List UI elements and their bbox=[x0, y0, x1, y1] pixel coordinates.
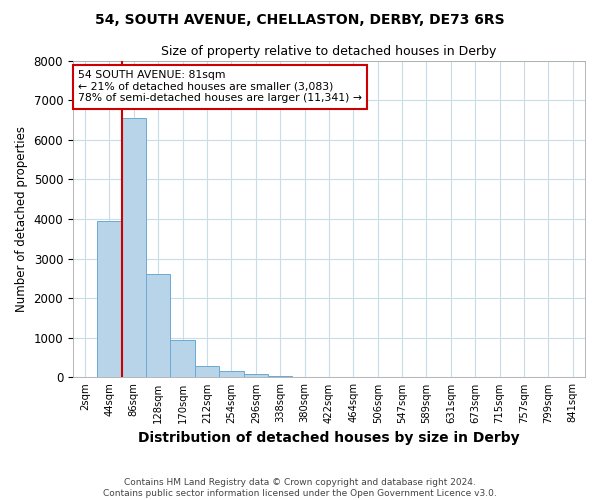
Text: 54 SOUTH AVENUE: 81sqm
← 21% of detached houses are smaller (3,083)
78% of semi-: 54 SOUTH AVENUE: 81sqm ← 21% of detached… bbox=[78, 70, 362, 103]
Bar bbox=[219, 372, 244, 378]
Bar bbox=[97, 221, 122, 378]
Text: 54, SOUTH AVENUE, CHELLASTON, DERBY, DE73 6RS: 54, SOUTH AVENUE, CHELLASTON, DERBY, DE7… bbox=[95, 12, 505, 26]
Bar bbox=[268, 376, 292, 378]
Bar bbox=[170, 340, 195, 378]
Y-axis label: Number of detached properties: Number of detached properties bbox=[15, 126, 28, 312]
X-axis label: Distribution of detached houses by size in Derby: Distribution of detached houses by size … bbox=[138, 431, 520, 445]
Title: Size of property relative to detached houses in Derby: Size of property relative to detached ho… bbox=[161, 45, 497, 58]
Bar bbox=[122, 118, 146, 378]
Bar bbox=[244, 374, 268, 378]
Bar bbox=[146, 274, 170, 378]
Bar bbox=[73, 376, 97, 378]
Text: Contains HM Land Registry data © Crown copyright and database right 2024.
Contai: Contains HM Land Registry data © Crown c… bbox=[103, 478, 497, 498]
Bar bbox=[195, 366, 219, 378]
Bar bbox=[292, 376, 317, 378]
